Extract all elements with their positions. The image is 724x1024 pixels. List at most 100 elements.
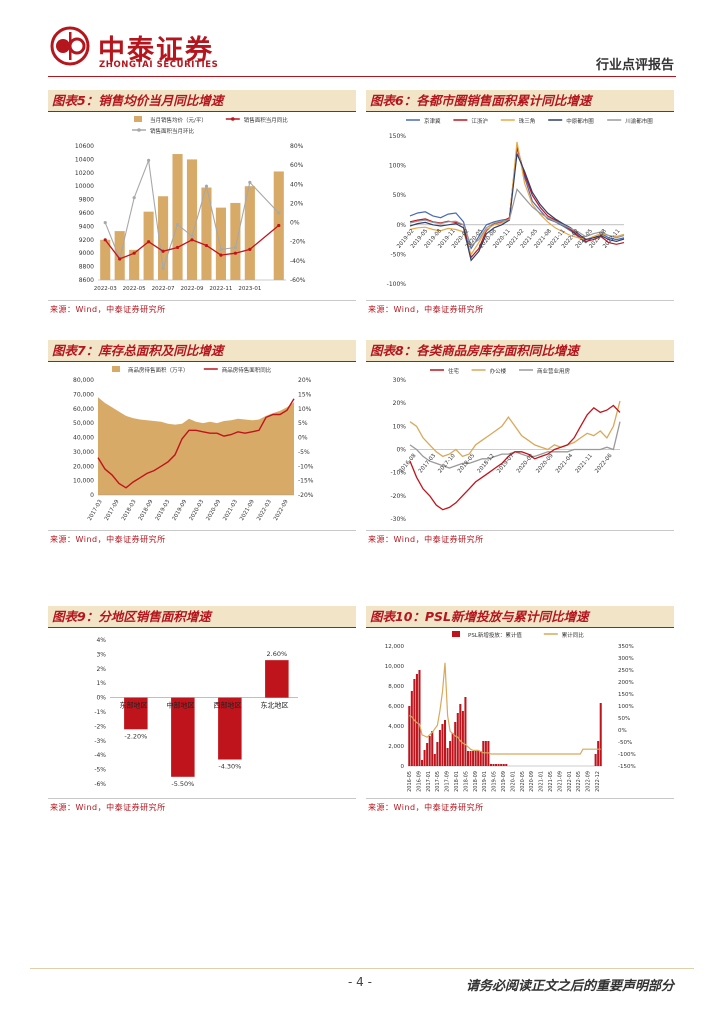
c10-bar-35 [497, 764, 500, 766]
c5-mom-point-8 [219, 247, 223, 251]
c7-yright-tick-3: -5% [298, 449, 310, 456]
c7-xtick-3: 2018-09 [138, 499, 155, 522]
c10-xtick-2: 2017-01 [426, 771, 432, 792]
c5-mom-line [104, 160, 280, 269]
c10-bar-3 [415, 674, 418, 766]
c10-bar-24 [469, 751, 472, 766]
c8-xtick-8: 2021-04 [555, 453, 575, 475]
chart6-source: 来源：Wind，中泰证券研究所 [368, 305, 484, 314]
c5-mom-point-0 [103, 220, 107, 225]
c5-yright-tick-4: 20% [290, 200, 304, 207]
c7-legend-swatch-0 [112, 366, 120, 372]
c10-bar-36 [500, 764, 503, 766]
c7-xtick-4: 2019-03 [155, 499, 172, 522]
c5-yoy-point-8 [219, 253, 223, 257]
c5-bar-5 [172, 154, 183, 280]
c7-yright-tick-6: 10% [298, 406, 312, 413]
c9-ytick-3: -3% [94, 738, 106, 745]
c10-xtick-10: 2019-09 [501, 771, 507, 792]
c9-value-label-2: -4.30% [218, 763, 241, 771]
c5-bar-2 [129, 249, 140, 280]
c9-bar-3 [265, 660, 289, 698]
c10-bar-26 [474, 751, 477, 766]
c5-yright-tick-0: -60% [290, 277, 306, 284]
chart8-plot: 住宅 办公楼 商业营业用房 -30% -20% -10% 0% 10% 20% 30% 2016-0… [390, 367, 621, 523]
chart5-source-divider [48, 300, 356, 301]
c8-xtick-3: 2018-05 [457, 453, 477, 475]
c9-ytick-1: -5% [94, 767, 106, 774]
c9-value-label-1: -5.50% [171, 780, 194, 788]
c10-bar-31 [487, 741, 490, 766]
c10-yright-tick-10: 350% [618, 644, 634, 650]
c10-bar-20 [459, 704, 462, 766]
c10-yright-tick-6: 150% [618, 692, 634, 698]
c6-legend-label-3: 中原都市圈 [566, 117, 594, 125]
c9-ytick-4: -2% [94, 723, 106, 730]
c10-yoy-line [409, 662, 601, 755]
c9-bar-0 [124, 697, 148, 730]
chart10-title: 图表10：PSL新增投放与累计同比增速 [366, 606, 674, 628]
c6-ytick-4: 100% [389, 163, 406, 170]
report-type: 行业点评报告 [595, 58, 674, 73]
c8-ytick-0: -30% [390, 516, 406, 523]
c10-yleft-tick-3: 6,000 [388, 704, 404, 710]
c5-yleft-tick-5: 9600 [79, 210, 94, 217]
c10-xtick-11: 2020-01 [510, 771, 516, 792]
c10-bar-16 [449, 741, 452, 766]
chart9-title: 图表9：分地区销售面积增速 [48, 606, 356, 628]
c8-ytick-6: 30% [393, 377, 407, 384]
c10-bar-73 [594, 754, 597, 766]
c7-yleft-tick-4: 40,000 [73, 435, 94, 442]
c10-bar-10 [433, 754, 436, 766]
chart8-source-divider [366, 530, 674, 531]
c10-bar-29 [482, 741, 485, 766]
footer-divider [30, 968, 694, 969]
c8-legend-label-0: 住宅 [448, 367, 460, 375]
c7-yleft-tick-1: 10,000 [73, 478, 94, 485]
c10-bar-75 [599, 703, 602, 766]
c5-yoy-point-4 [161, 249, 165, 253]
c5-xtick-1: 2022-05 [123, 286, 146, 292]
c8-ytick-3: 0% [396, 447, 406, 454]
c10-xtick-19: 2022-09 [586, 771, 592, 792]
c7-xtick-2: 2018-03 [121, 499, 138, 522]
chart9-source-divider [48, 798, 356, 799]
chart10-plot: PSL新增投放：累计值 累计同比 0 2,000 4,000 6,000 8,000 10,0… [385, 631, 636, 792]
c7-xtick-8: 2021-03 [222, 499, 239, 522]
c5-bar-4 [158, 196, 169, 280]
c7-yleft-tick-8: 80,000 [73, 377, 94, 384]
c6-legend-label-2: 珠三角 [519, 117, 536, 125]
c10-yleft-tick-5: 10,000 [385, 664, 405, 670]
c5-yleft-tick-9: 10400 [75, 156, 94, 163]
c7-yright-tick-1: -15% [298, 478, 314, 485]
c5-xtick-5: 2023-01 [238, 286, 261, 292]
c7-yoy-line [97, 398, 295, 489]
c6-ytick-2: 0% [396, 222, 406, 229]
c5-mom-point-4 [161, 266, 165, 271]
c9-value-label-0: -2.20% [124, 732, 147, 740]
c10-bar-30 [484, 741, 487, 766]
c9-bar-2 [218, 697, 242, 760]
c5-yoy-point-6 [190, 238, 194, 242]
c10-yright-tick-0: -150% [618, 764, 636, 770]
c5-yleft-tick-2: 9000 [79, 250, 94, 257]
c10-bar-4 [418, 670, 421, 766]
c9-category-0: 东部地区 [120, 701, 148, 710]
c10-xtick-13: 2020-09 [529, 771, 535, 792]
c8-legend-label-1: 办公楼 [490, 367, 507, 375]
c5-yright-tick-2: -20% [290, 239, 306, 246]
c9-ytick-10: 4% [96, 637, 106, 644]
c5-yoy-point-12 [277, 223, 281, 228]
c7-area [98, 397, 294, 495]
c10-xtick-14: 2021-01 [539, 771, 545, 792]
c5-yoy-point-2 [132, 251, 136, 255]
c5-yoy-point-0 [103, 238, 107, 242]
c5-bar-1 [114, 231, 125, 280]
c9-ytick-5: -1% [94, 709, 106, 716]
c10-yleft-tick-0: 0 [401, 764, 405, 770]
c10-xtick-6: 2018-05 [463, 771, 469, 792]
c10-bar-32 [489, 764, 492, 766]
c10-bar-22 [464, 697, 467, 766]
c5-mom-point-5 [175, 222, 180, 227]
c10-yleft-tick-2: 4,000 [388, 724, 404, 730]
